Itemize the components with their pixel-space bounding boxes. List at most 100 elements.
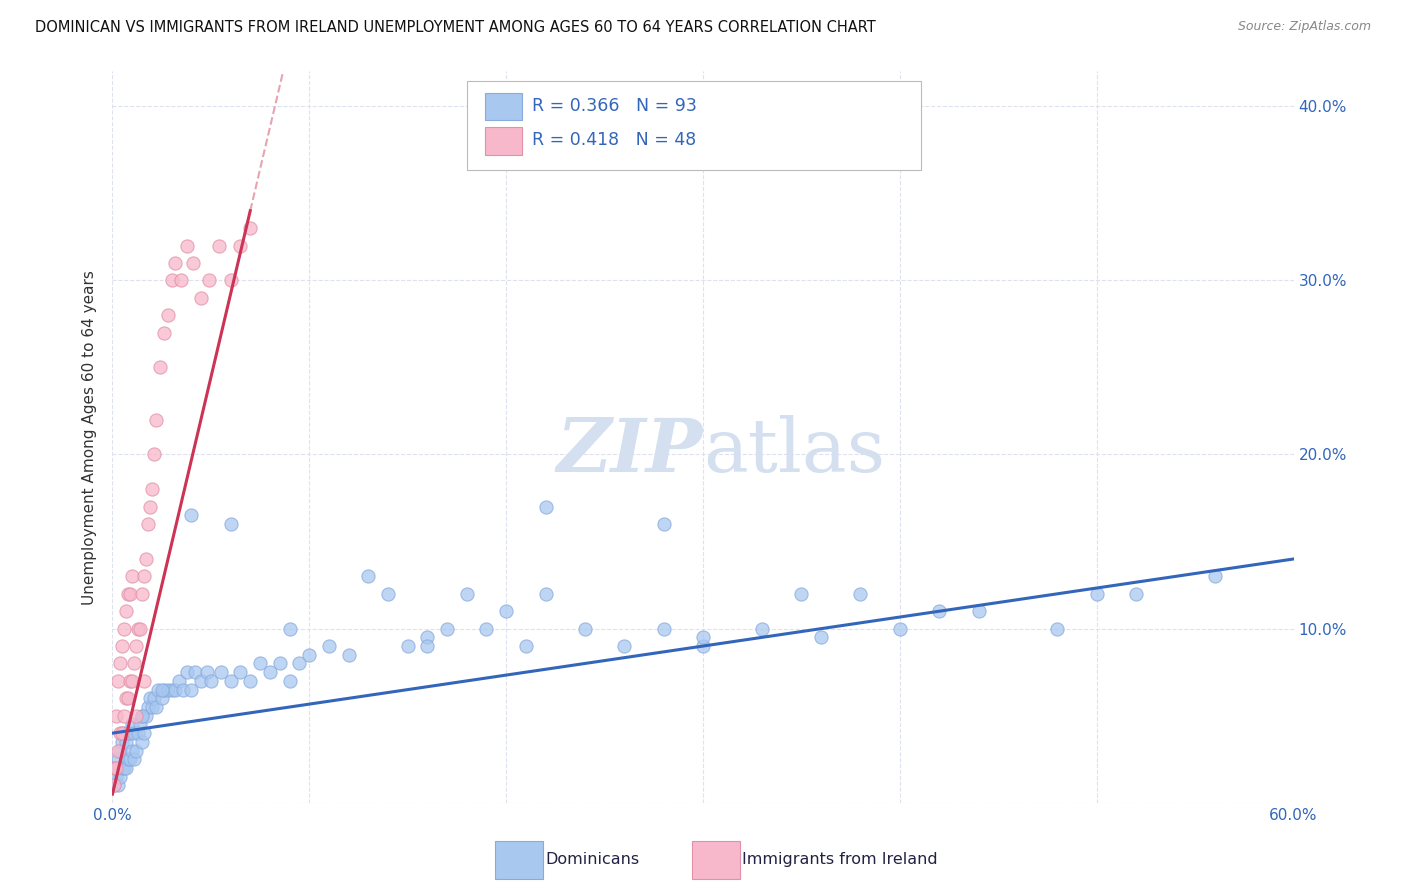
Point	[122, 752, 145, 766]
Point	[889, 622, 911, 636]
Point	[298, 648, 321, 662]
Point	[574, 622, 596, 636]
Point	[149, 360, 172, 375]
Text: Source: ZipAtlas.com: Source: ZipAtlas.com	[1237, 20, 1371, 33]
Point	[122, 726, 145, 740]
Point	[139, 691, 162, 706]
Point	[105, 761, 128, 775]
Point	[1125, 587, 1147, 601]
Point	[176, 665, 198, 680]
Point	[107, 752, 129, 766]
Point	[165, 256, 187, 270]
Point	[169, 673, 191, 688]
Text: Immigrants from Ireland: Immigrants from Ireland	[742, 853, 938, 867]
Point	[456, 587, 478, 601]
Point	[122, 657, 145, 671]
Point	[121, 673, 143, 688]
Point	[115, 691, 138, 706]
Point	[751, 622, 773, 636]
FancyBboxPatch shape	[485, 93, 522, 120]
Point	[150, 682, 173, 697]
Point	[145, 412, 167, 426]
Point	[125, 639, 148, 653]
Point	[259, 665, 281, 680]
Point	[190, 673, 212, 688]
Point	[810, 631, 832, 645]
Text: ZIP: ZIP	[557, 416, 703, 488]
Point	[115, 604, 138, 618]
Point	[121, 569, 143, 583]
Point	[146, 682, 169, 697]
Point	[117, 752, 139, 766]
Point	[150, 691, 173, 706]
FancyBboxPatch shape	[485, 127, 522, 154]
Point	[107, 778, 129, 792]
Point	[117, 691, 139, 706]
Point	[967, 604, 990, 618]
Point	[416, 639, 439, 653]
Point	[1085, 587, 1108, 601]
Point	[132, 673, 155, 688]
Point	[111, 761, 134, 775]
Point	[219, 517, 242, 532]
Point	[135, 552, 157, 566]
Point	[534, 587, 557, 601]
Point	[139, 500, 162, 514]
Point	[176, 238, 198, 252]
FancyBboxPatch shape	[467, 81, 921, 170]
Point	[181, 256, 204, 270]
Text: R = 0.366   N = 93: R = 0.366 N = 93	[531, 96, 696, 115]
Point	[209, 665, 232, 680]
Point	[534, 500, 557, 514]
Point	[195, 665, 218, 680]
Point	[219, 273, 242, 287]
Point	[165, 682, 187, 697]
Point	[110, 726, 132, 740]
Point	[357, 569, 380, 583]
Point	[112, 761, 135, 775]
Point	[652, 517, 675, 532]
Point	[105, 770, 128, 784]
Point	[120, 587, 142, 601]
Point	[337, 648, 360, 662]
Point	[121, 743, 143, 757]
Point	[132, 726, 155, 740]
Point	[103, 778, 125, 792]
Point	[198, 273, 221, 287]
Point	[115, 735, 138, 749]
Point	[105, 708, 128, 723]
Point	[131, 708, 153, 723]
Point	[219, 673, 242, 688]
Point	[125, 708, 148, 723]
Point	[170, 273, 193, 287]
Point	[112, 622, 135, 636]
Point	[160, 682, 183, 697]
Point	[436, 622, 458, 636]
Point	[121, 717, 143, 731]
Point	[288, 657, 311, 671]
Point	[692, 639, 714, 653]
Point	[103, 761, 125, 775]
Point	[200, 673, 222, 688]
Point	[1204, 569, 1226, 583]
Point	[110, 770, 132, 784]
Point	[112, 708, 135, 723]
Text: atlas: atlas	[703, 415, 886, 488]
Point	[107, 673, 129, 688]
Point	[145, 700, 167, 714]
Point	[107, 743, 129, 757]
Point	[141, 483, 163, 497]
Point	[692, 631, 714, 645]
Point	[142, 448, 165, 462]
Point	[142, 691, 165, 706]
Point	[110, 743, 132, 757]
Point	[396, 639, 419, 653]
Point	[117, 726, 139, 740]
Point	[229, 665, 252, 680]
Point	[131, 708, 153, 723]
Point	[129, 622, 152, 636]
Point	[1046, 622, 1069, 636]
Point	[928, 604, 950, 618]
Point	[515, 639, 537, 653]
Point	[495, 604, 517, 618]
